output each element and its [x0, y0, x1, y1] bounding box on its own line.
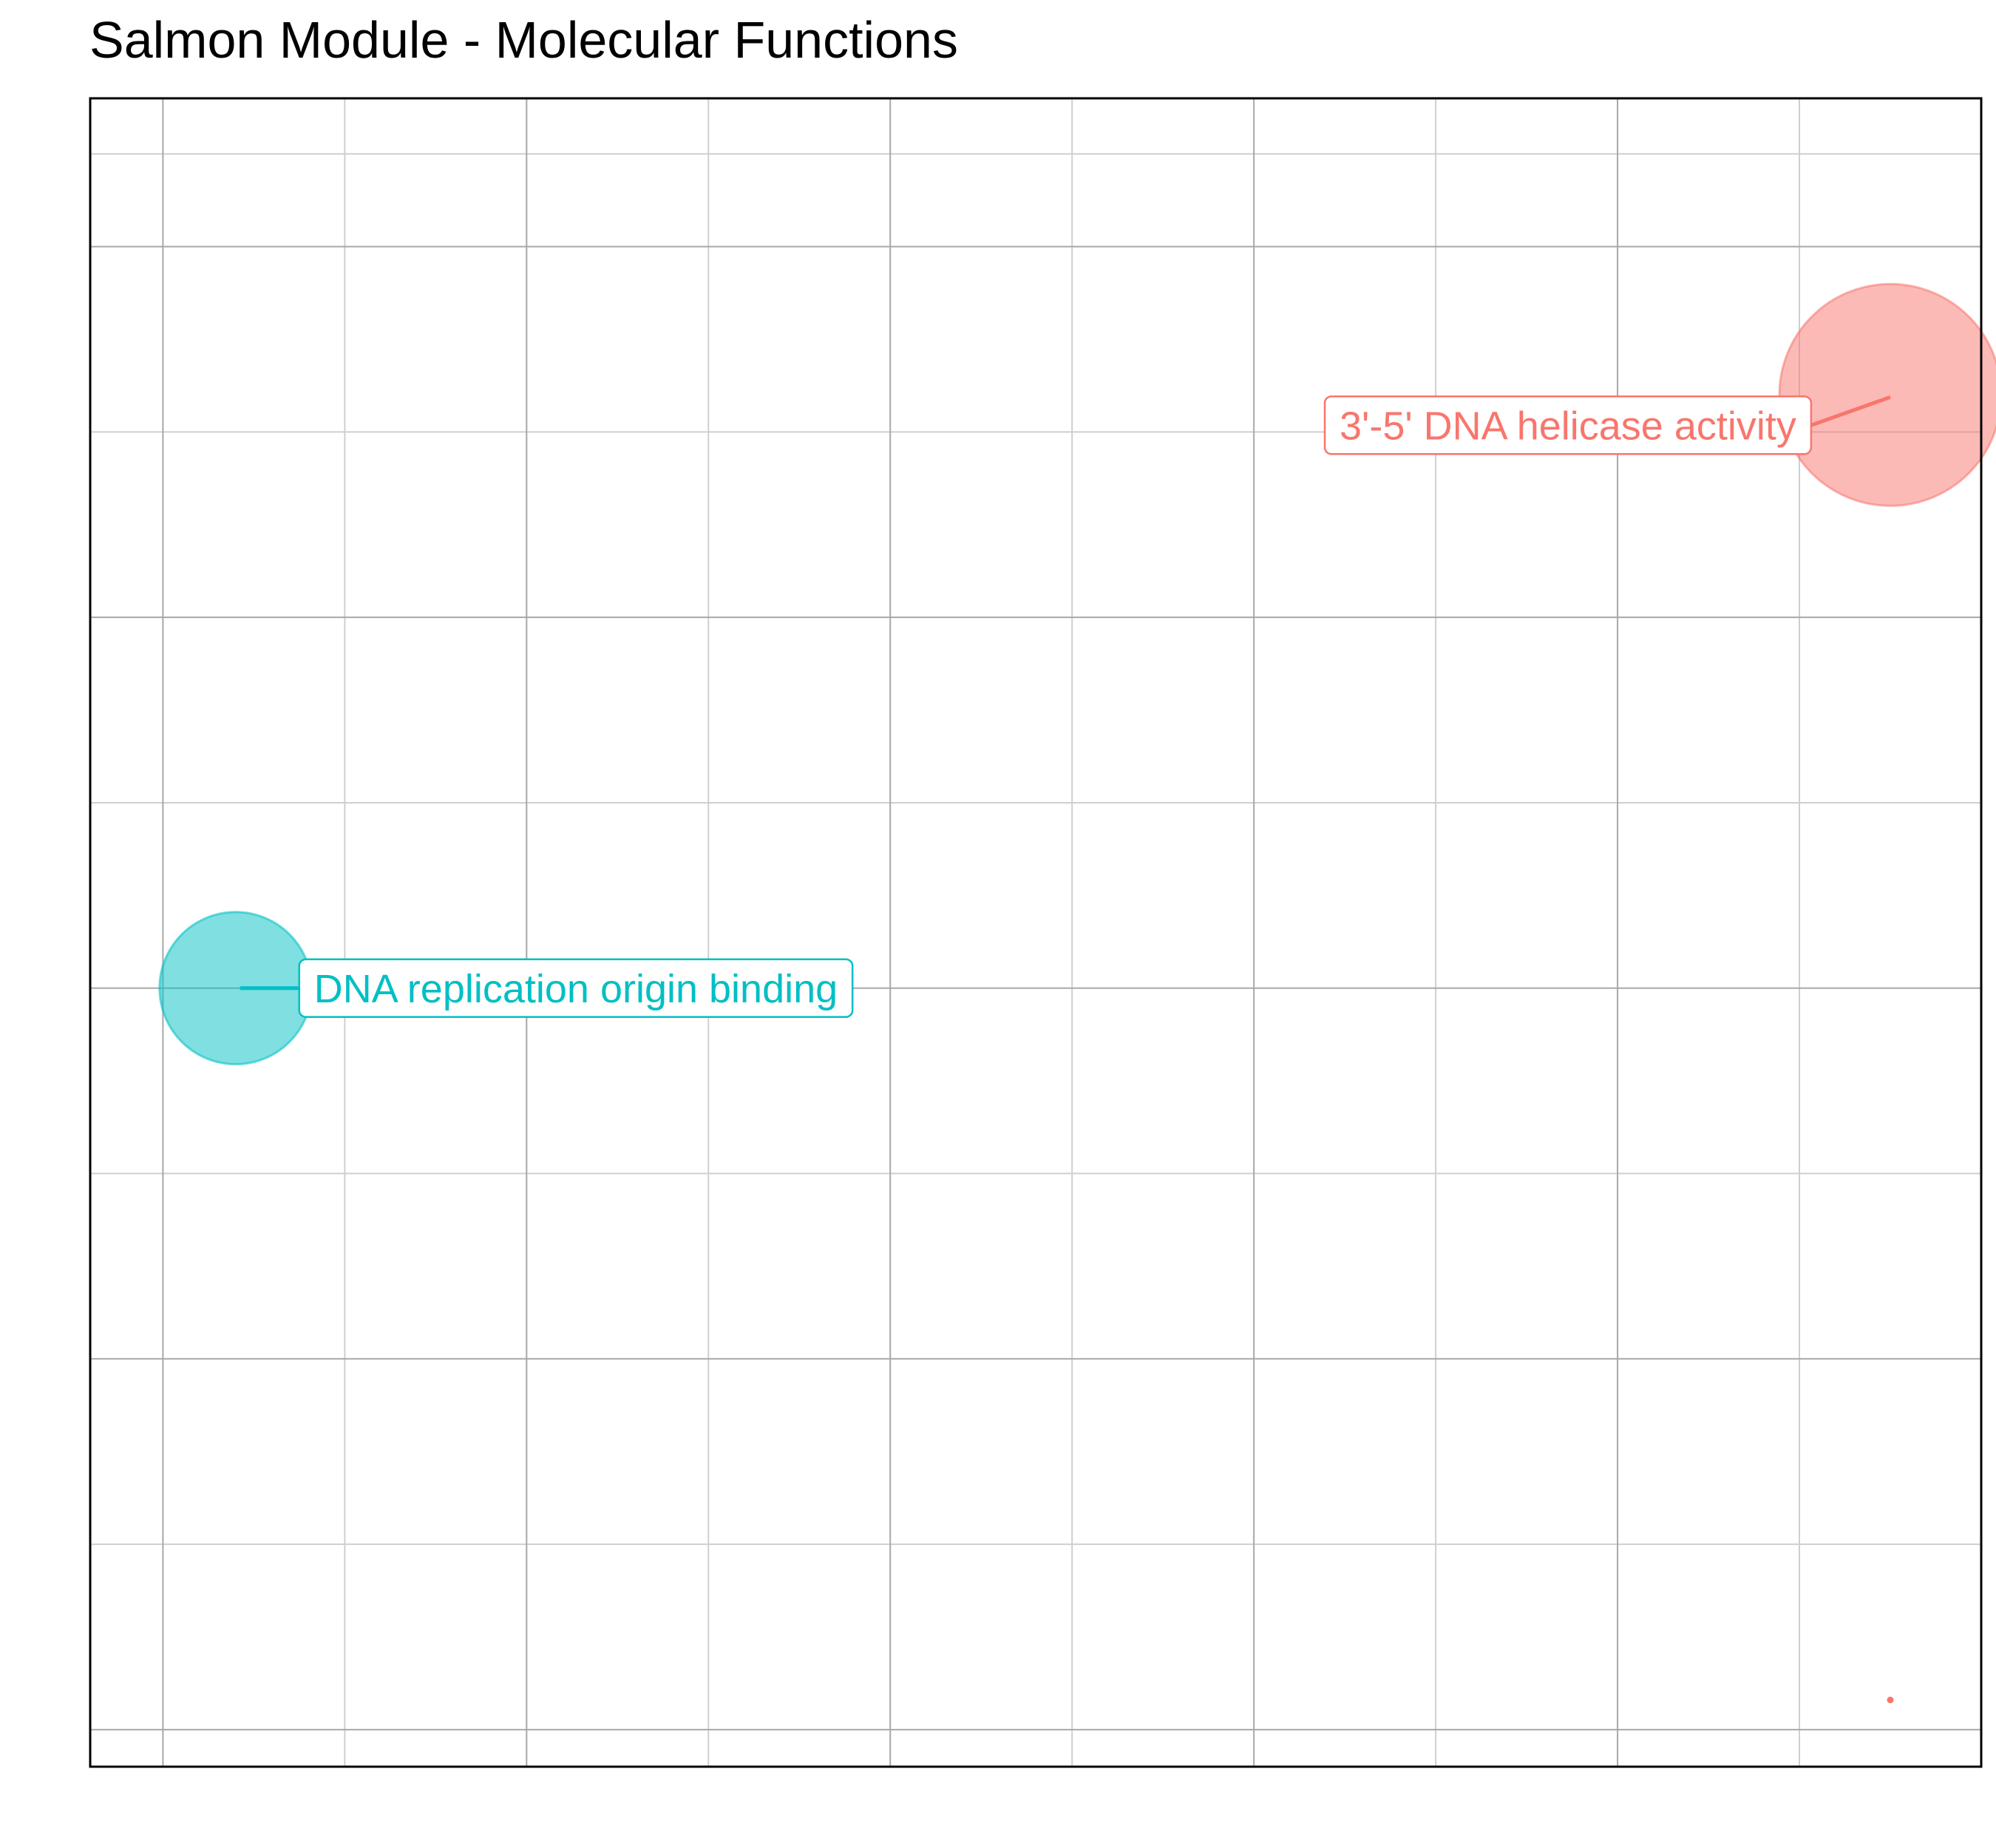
chart-title: Salmon Module - Molecular Functions: [89, 11, 958, 69]
data-label: 3'-5' DNA helicase activity: [1340, 404, 1796, 449]
data-label-box: [298, 958, 854, 1018]
minor-gridlines: [90, 98, 1981, 1767]
data-points: [158, 282, 1996, 1704]
data-point: [1887, 1696, 1894, 1704]
panel-background: [90, 98, 1981, 1767]
data-point: [1778, 282, 1996, 507]
data-labels: 3'-5' DNA helicase activity DNA replicati…: [240, 395, 1891, 1018]
data-label: DNA replication origin binding: [314, 967, 838, 1011]
data-label-box: [1323, 395, 1813, 455]
panel-border: [89, 97, 1983, 1768]
label-connector: [1810, 395, 1891, 427]
